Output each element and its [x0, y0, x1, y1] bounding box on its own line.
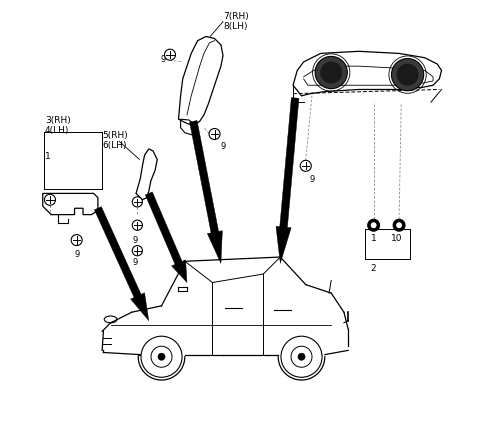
Polygon shape: [145, 193, 187, 283]
Circle shape: [132, 221, 143, 231]
Circle shape: [45, 195, 56, 206]
Text: 9: 9: [132, 236, 137, 245]
Polygon shape: [276, 98, 299, 264]
Circle shape: [300, 161, 311, 172]
Text: 2: 2: [371, 264, 376, 273]
Text: 8(LH): 8(LH): [223, 22, 248, 31]
Circle shape: [132, 246, 143, 256]
Text: 9: 9: [132, 257, 137, 266]
Circle shape: [71, 235, 82, 246]
Circle shape: [320, 62, 342, 84]
Text: 9: 9: [74, 250, 79, 259]
Text: 3(RH): 3(RH): [45, 115, 71, 124]
Circle shape: [209, 129, 220, 140]
Text: 1: 1: [45, 151, 50, 160]
Circle shape: [396, 64, 419, 86]
Circle shape: [165, 50, 176, 61]
Circle shape: [158, 354, 165, 360]
Circle shape: [392, 59, 424, 92]
Text: 9: 9: [160, 55, 166, 64]
Text: 9: 9: [310, 175, 315, 184]
Text: 4(LH): 4(LH): [45, 126, 69, 135]
Circle shape: [368, 220, 380, 232]
Circle shape: [371, 223, 377, 229]
Text: 1: 1: [371, 234, 376, 243]
Text: 10: 10: [391, 234, 403, 243]
Polygon shape: [190, 121, 222, 264]
Circle shape: [393, 220, 405, 232]
Text: 9: 9: [221, 142, 226, 151]
Polygon shape: [95, 207, 149, 321]
Circle shape: [132, 197, 143, 207]
Circle shape: [396, 223, 402, 229]
Text: 7(RH): 7(RH): [223, 12, 249, 21]
Circle shape: [315, 57, 348, 89]
Circle shape: [298, 354, 305, 360]
Text: 6(LH): 6(LH): [102, 141, 127, 150]
Text: 5(RH): 5(RH): [102, 130, 128, 139]
